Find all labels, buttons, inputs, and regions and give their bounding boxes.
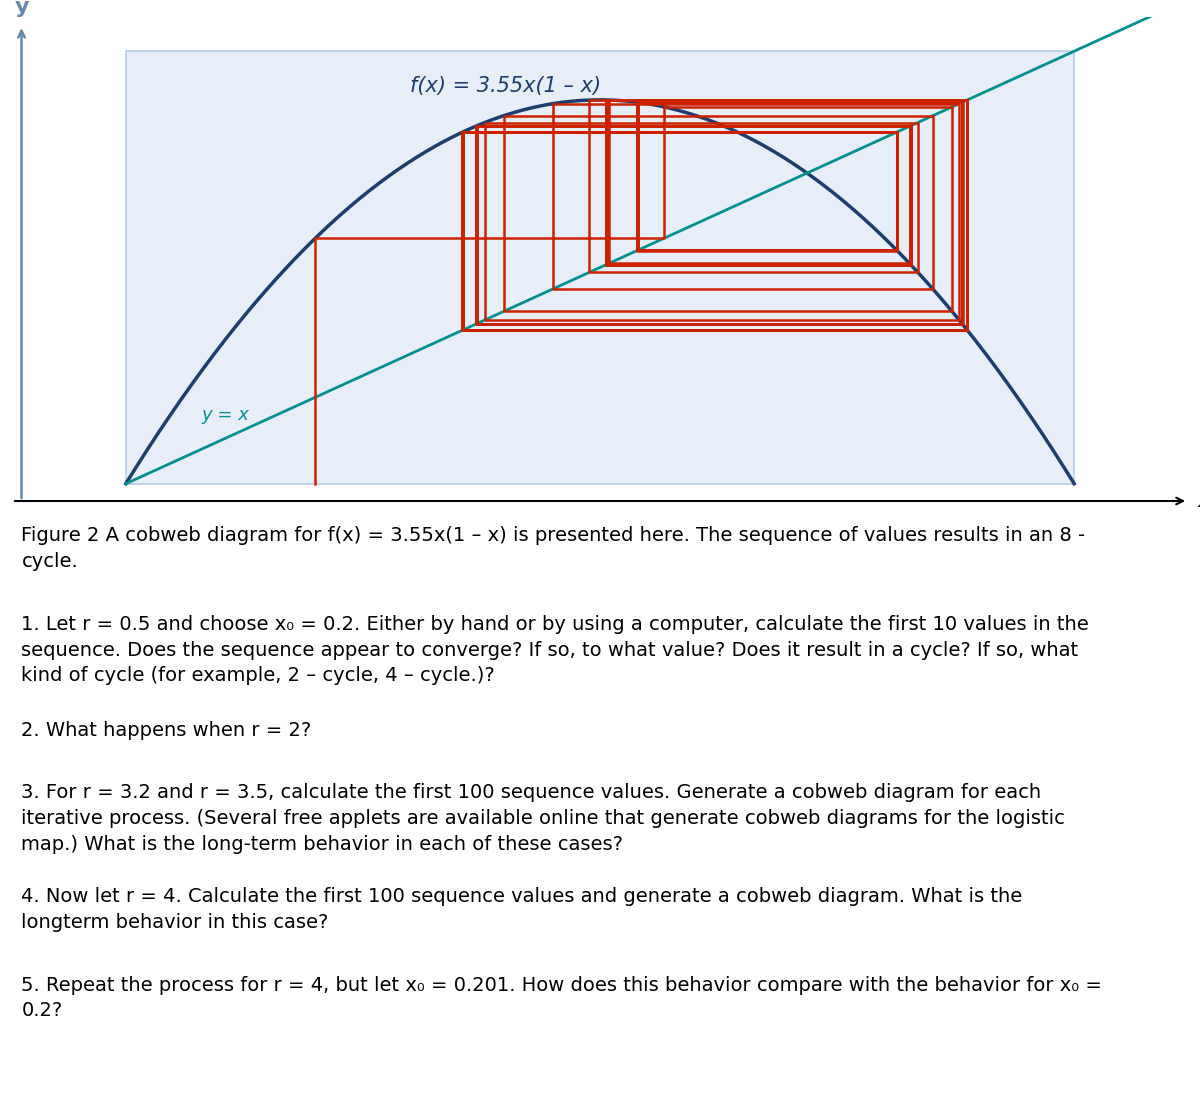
Text: Figure 2 A cobweb diagram for f(x) = 3.55x(1 – x) is presented here. The sequenc: Figure 2 A cobweb diagram for f(x) = 3.5… [22, 526, 1086, 571]
Text: 3. For r = 3.2 and r = 3.5, calculate the first 100 sequence values. Generate a : 3. For r = 3.2 and r = 3.5, calculate th… [22, 783, 1066, 854]
Text: 5. Repeat the process for r = 4, but let x₀ = 0.201. How does this behavior comp: 5. Repeat the process for r = 4, but let… [22, 976, 1103, 1020]
Text: y = x: y = x [202, 406, 250, 423]
Text: 2. What happens when r = 2?: 2. What happens when r = 2? [22, 721, 312, 740]
Text: 4. Now let r = 4. Calculate the first 100 sequence values and generate a cobweb : 4. Now let r = 4. Calculate the first 10… [22, 886, 1022, 932]
Text: 1. Let r = 0.5 and choose x₀ = 0.2. Either by hand or by using a computer, calcu: 1. Let r = 0.5 and choose x₀ = 0.2. Eith… [22, 615, 1090, 685]
Text: f(x) = 3.55x(1 – x): f(x) = 3.55x(1 – x) [410, 75, 601, 95]
Text: x: x [1198, 492, 1200, 511]
Bar [126, 51, 1074, 484]
Text: y: y [14, 0, 29, 17]
